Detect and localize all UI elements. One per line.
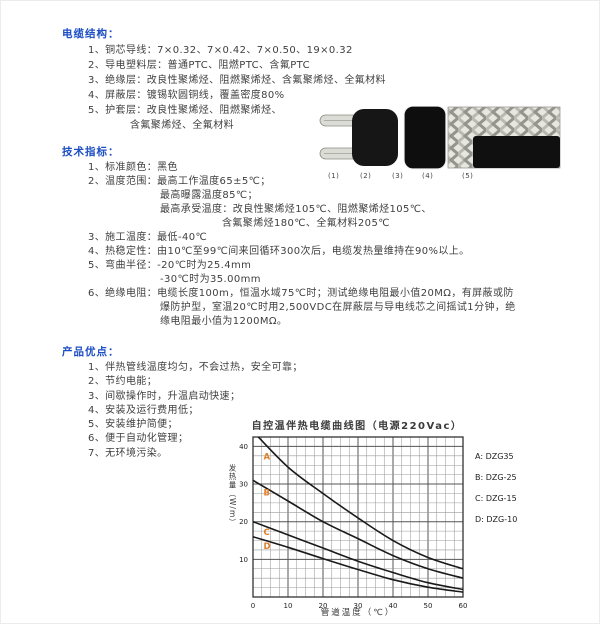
list-line: 含氟聚烯烃、全氟材料 <box>130 120 234 131</box>
legend-entry-b: B: DZG-25 <box>475 473 517 482</box>
conductive-core-layer <box>352 109 398 166</box>
x-tick-label: 50 <box>424 602 433 610</box>
chart-title: 自控温伴热电缆曲线图（电源220Vac） <box>251 421 463 432</box>
list-line: 1、铜芯导线：7×0.32、7×0.42、7×0.50、19×0.32 <box>88 45 353 56</box>
legend-entry-d: D: DZG-10 <box>475 515 518 524</box>
x-tick-label: 0 <box>251 602 255 610</box>
cable-part-label-5: (5) <box>462 172 474 180</box>
curve-label-B: B <box>264 488 270 498</box>
curve-label-A: A <box>264 453 271 463</box>
list-line: 2、导电塑料层：普通PTC、阻燃PTC、含氟PTC <box>88 60 310 71</box>
x-tick-label: 40 <box>389 602 398 610</box>
section-title-cable-structure: 电缆结构： <box>62 28 120 40</box>
product-advantages-list: 1、伴热管线温度均匀，不会过热，安全可靠； 2、节约电能； 3、间歇操作时，升温启动… <box>88 361 303 461</box>
cable-part-label-1: (1) <box>328 172 340 180</box>
chart-x-axis-label: 管道温度（℃） <box>320 608 396 618</box>
cable-cutaway-image <box>319 105 561 170</box>
cable-part-label-3: (3) <box>392 172 404 180</box>
curve-D <box>253 535 463 593</box>
x-tick-label: 60 <box>459 602 468 610</box>
cable-structure-list: 1、铜芯导线：7×0.32、7×0.42、7×0.50、19×0.32 2、导电塑… <box>88 43 386 133</box>
list-line: 3、绝缘层：改良性聚烯烃、阻燃聚烯烃、含氟聚烯烃、全氟材料 <box>88 75 386 86</box>
outer-jacket-layer <box>473 136 560 168</box>
curve-B <box>253 479 463 579</box>
curve-label-D: D <box>264 542 271 552</box>
list-line: 7、无环境污染。 <box>88 447 168 459</box>
curve-C <box>253 520 463 591</box>
section-title-product-advantages: 产品优点： <box>62 346 120 358</box>
list-line: 最高承受温度：改良性聚烯烃105℃、阻燃聚烯烃105℃、 <box>160 204 432 215</box>
list-line: 6、绝缘电阻：电缆长度100m，恒温水域75℃时；测试绝缘电阻最小值20MΩ，有… <box>88 288 514 299</box>
list-line: 最高曝露温度85℃； <box>160 190 258 201</box>
list-line: 4、屏蔽层：镀锡软圆铜线，覆盖密度80% <box>88 90 285 101</box>
technical-specs-list: 1、标准颜色：黑色 2、温度范围：最高工作温度65±5℃； 最高曝露温度85℃； 最高… <box>88 161 516 329</box>
cable-cutaway-figure: (1) (2) (3) (4) (5) <box>318 105 562 186</box>
curve-A <box>257 437 463 570</box>
legend-entry-a: A: DZG35 <box>475 452 514 461</box>
list-line: 4、热稳定性：由10℃至99℃间来回循环300次后，电缆发热量维持在90%以上。 <box>88 246 470 257</box>
legend-entry-c: C: DZG-15 <box>475 494 517 503</box>
x-tick-label: 10 <box>284 602 293 610</box>
list-line: 含氟聚烯烃180℃、全氟材料205℃ <box>222 218 390 229</box>
section-title-technical-specs: 技术指标： <box>62 146 120 158</box>
section-cable-structure: 电缆结构： 1、铜芯导线：7×0.32、7×0.42、7×0.50、19×0.3… <box>62 26 386 133</box>
heating-curve-chart: 自控温伴热电缆曲线图（电源220Vac） 发热量（W/m） A B C D 10 20 30… <box>225 416 600 624</box>
list-line: 1、标准颜色：黑色 <box>88 162 178 173</box>
insulation-layer <box>403 105 447 170</box>
list-line: 5、护套层：改良性聚烯烃、阻燃聚烯烃、 <box>88 105 282 116</box>
chart-plot-area: A B CD 10 20 30 40 0 10 20 30 40 50 60 <box>239 436 468 610</box>
list-line: 1、伴热管线温度均匀，不会过热，安全可靠； <box>88 362 303 373</box>
chart-y-axis-label: 发热量（W/m） <box>228 464 237 527</box>
list-line: 6、便于自动化管理； <box>88 433 189 445</box>
list-line: 爆防护型，室温20℃时用2,500VDC在屏蔽层与导电线芯之间摇试1分钟，绝 <box>160 302 516 313</box>
y-tick-label: 30 <box>239 481 248 489</box>
y-tick-label: 40 <box>239 443 248 451</box>
x-tick-label: 20 <box>319 602 328 610</box>
y-tick-label: 10 <box>239 556 248 564</box>
list-line: -30℃时为35.00mm <box>160 274 261 285</box>
list-line: 5、安装维护简便； <box>88 419 178 431</box>
list-line: 3、施工温度：最低-40℃ <box>88 232 208 243</box>
cable-part-label-2: (2) <box>360 172 372 180</box>
y-tick-label: 20 <box>239 518 248 526</box>
list-line: 缘电阻最小值为1200MΩ。 <box>160 316 288 327</box>
list-line: 4、安装及运行费用低； <box>88 404 199 416</box>
section-technical-specs: 技术指标： 1、标准颜色：黑色 2、温度范围：最高工作温度65±5℃； 最高曝露温度… <box>62 144 516 329</box>
curve-label-C: C <box>264 528 270 538</box>
x-tick-label: 30 <box>354 602 363 610</box>
list-line: 2、温度范围：最高工作温度65±5℃； <box>88 176 271 187</box>
list-line: 3、间歇操作时，升温启动快速； <box>88 390 241 402</box>
list-line: 2、节约电能； <box>88 376 158 388</box>
chart-legend: A: DZG35 B: DZG-25 C: DZG-15 D: DZG-10 <box>475 452 517 536</box>
cable-part-label-4: (4) <box>422 172 434 180</box>
list-line: 5、弯曲半径：-20℃时为25.4mm <box>88 260 252 271</box>
section-product-advantages: 产品优点： 1、伴热管线温度均匀，不会过热，安全可靠； 2、节约电能； 3、间歇操作… <box>62 344 303 461</box>
